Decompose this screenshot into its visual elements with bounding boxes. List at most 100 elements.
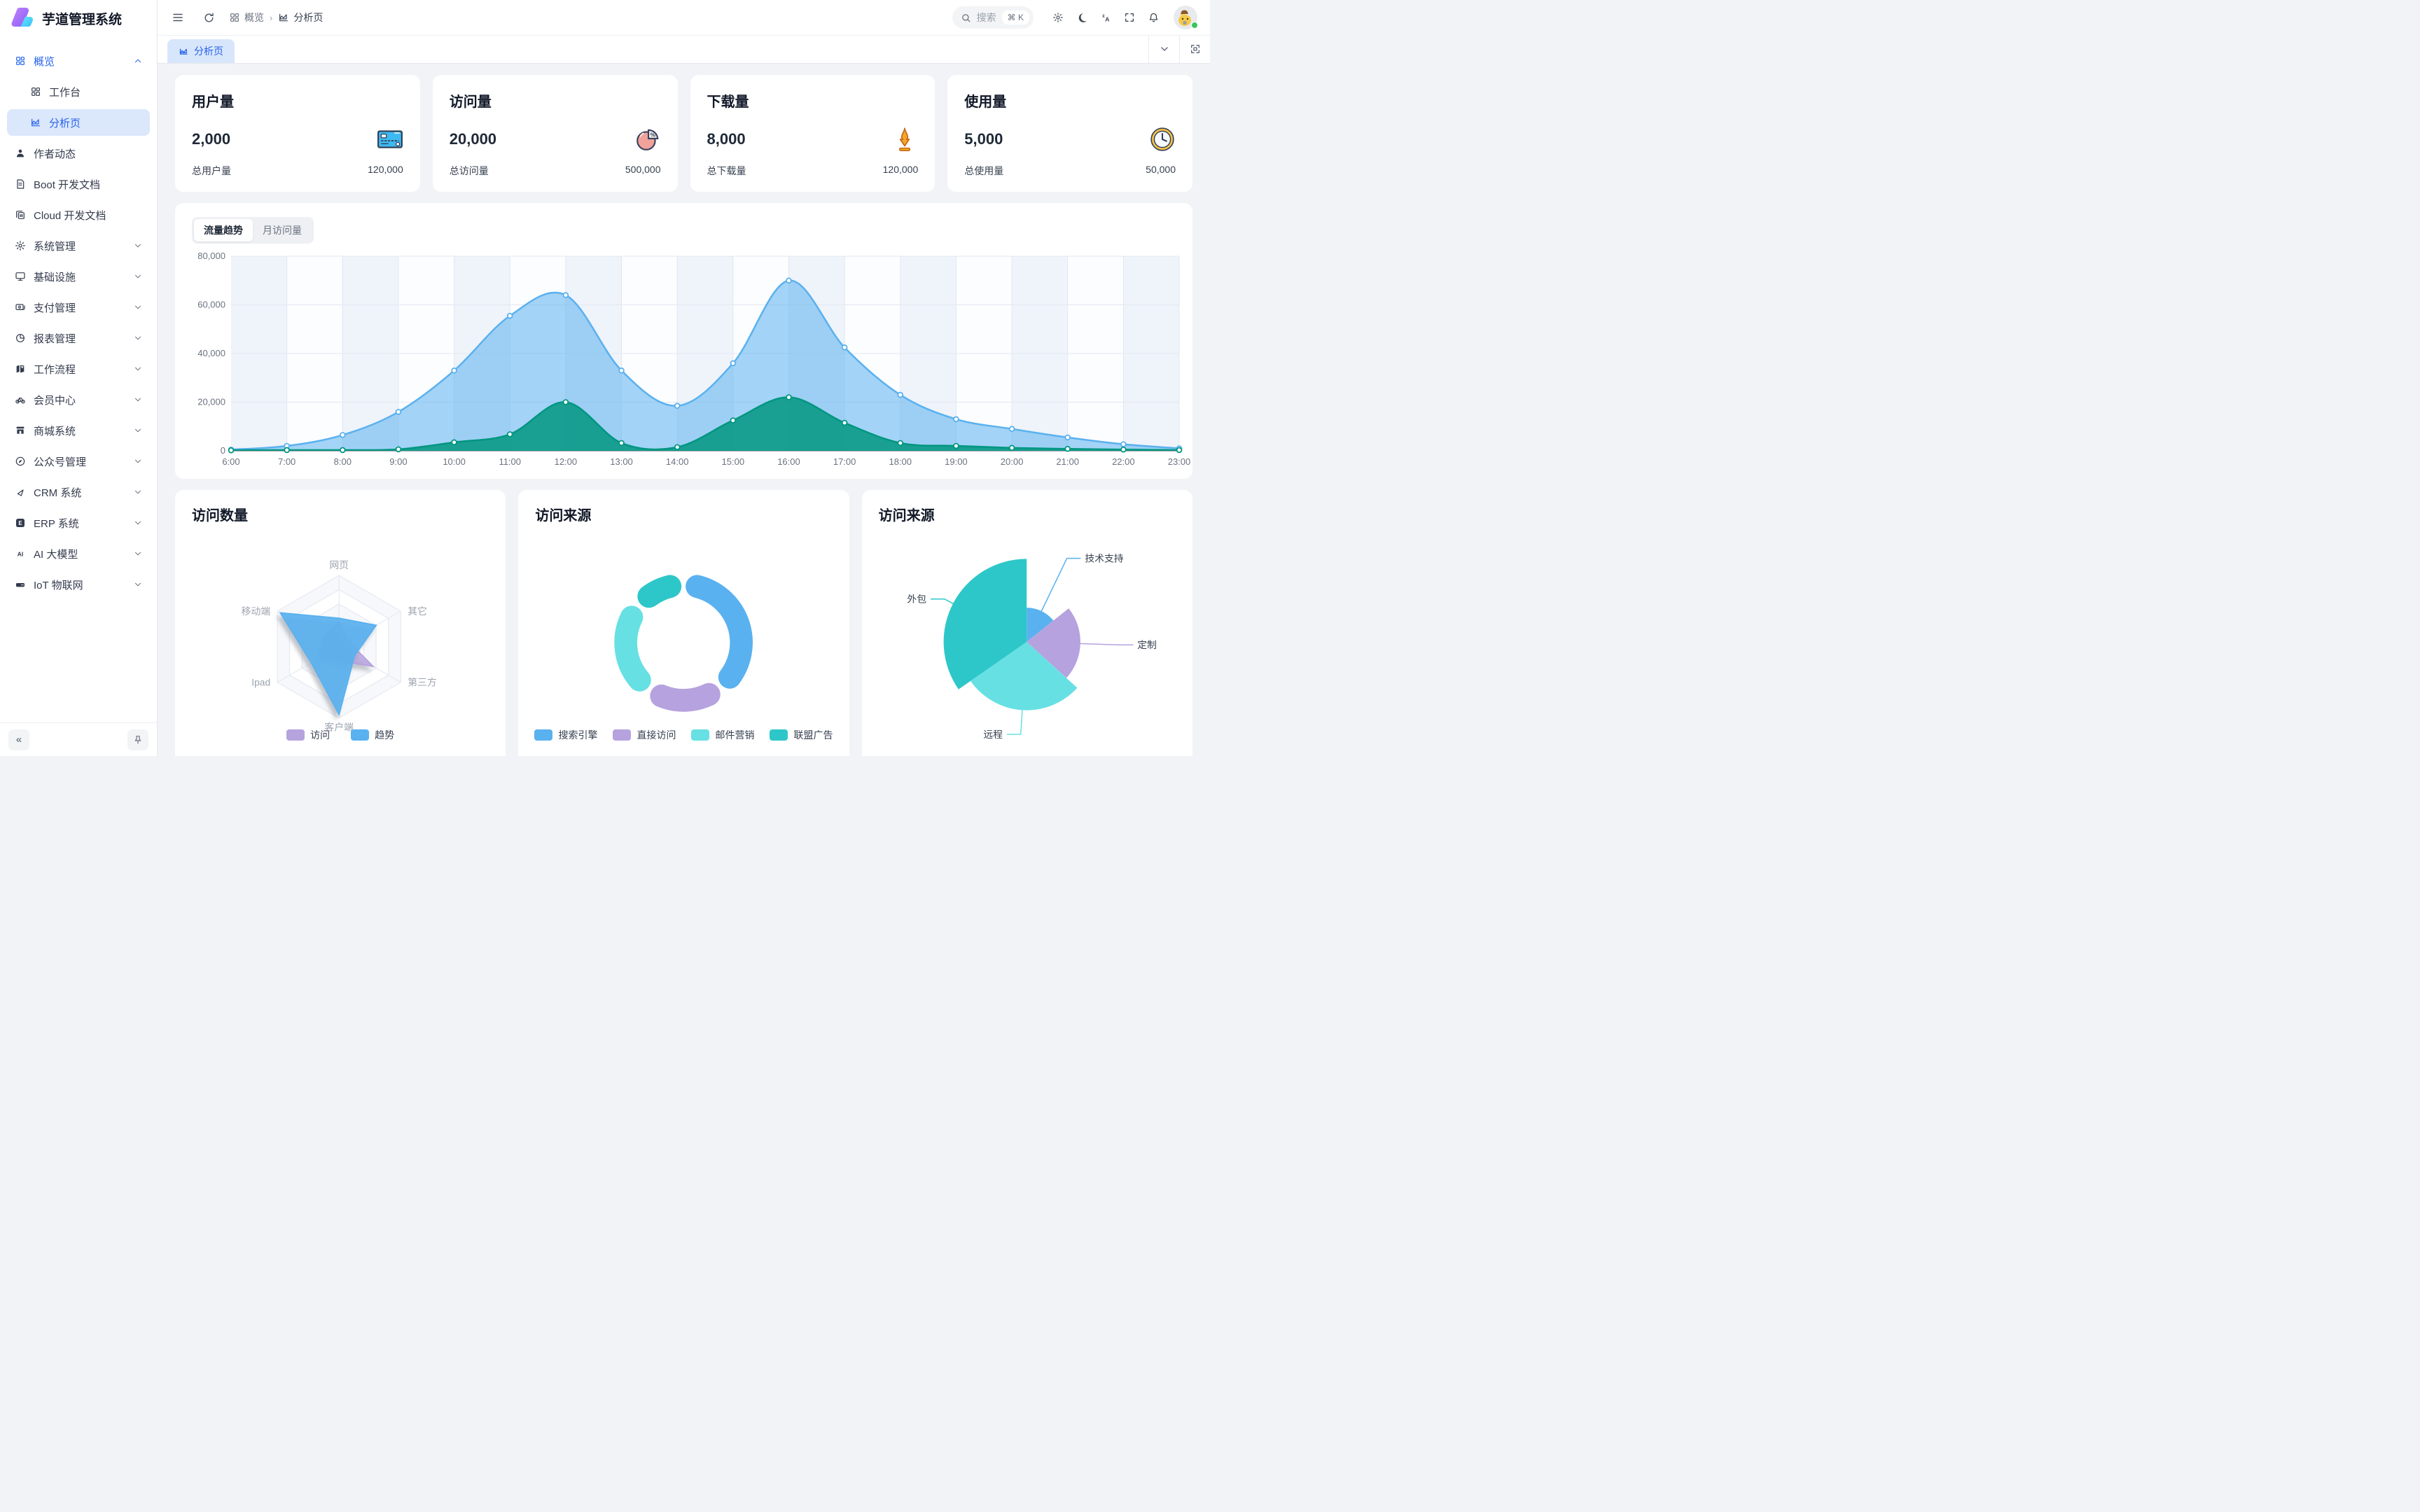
svg-text:0: 0 [221, 445, 225, 456]
chevron-down-icon [133, 426, 143, 435]
rose-label: 技术支持 [1085, 553, 1123, 564]
search-shortcut: ⌘ K [1001, 10, 1029, 24]
donut-legend-item-1[interactable]: 直接访问 [613, 728, 676, 742]
refresh-button[interactable] [198, 7, 219, 28]
sidebar-item-15[interactable]: E ERP 系统 [7, 510, 150, 536]
refresh-icon [203, 12, 215, 24]
svg-text:%: % [650, 131, 655, 138]
stat-value: 5,000 [964, 130, 1003, 148]
legend-swatch [351, 729, 370, 741]
app-title: 芋道管理系统 [42, 12, 123, 27]
donut-legend-item-0[interactable]: 搜索引擎 [534, 728, 597, 742]
sidebar-item-8[interactable]: 支付管理 [7, 294, 150, 321]
visits-radar-card: 访问数量 网页 其它 第三方 客户端 Ipad 移动端 访问 趋势 [175, 490, 506, 756]
breadcrumb: 概览 › 分析页 [229, 10, 323, 24]
sidebar-item-11[interactable]: 会员中心 [7, 386, 150, 413]
svg-text:x̄: x̄ [1102, 13, 1105, 19]
trend-tab-0[interactable]: 流量趋势 [194, 219, 253, 241]
breadcrumb-separator: › [270, 12, 273, 23]
translate-button[interactable]: x̄ A [1095, 7, 1116, 28]
legend-swatch [770, 729, 788, 741]
app-logo-icon [11, 6, 35, 30]
sidebar-item-16[interactable]: AI AI 大模型 [7, 540, 150, 567]
sidebar-item-14[interactable]: CRM 系统 [7, 479, 150, 505]
radar-legend-item-1[interactable]: 趋势 [351, 728, 394, 742]
sidebar-item-10[interactable]: 工作流程 [7, 356, 150, 382]
trend-tab-1[interactable]: 月访问量 [263, 225, 302, 236]
stat-footer-value: 500,000 [625, 164, 661, 175]
sidebar-item-3[interactable]: 作者动态 [7, 140, 150, 167]
stat-footer-label: 总下载量 [707, 165, 746, 176]
moon-icon [1076, 12, 1088, 24]
wallet-icon [14, 301, 27, 314]
stat-value: 20,000 [449, 130, 497, 148]
svg-text:16:00: 16:00 [777, 456, 800, 467]
chevron-down-icon [133, 241, 143, 251]
bell-button[interactable] [1143, 7, 1164, 28]
logo-row[interactable]: 芋道管理系统 [0, 0, 157, 36]
search-placeholder: 搜索 [976, 12, 996, 23]
svg-text:18:00: 18:00 [889, 456, 912, 467]
user-icon [14, 147, 27, 160]
radar-legend: 访问 趋势 [175, 728, 506, 742]
moon-button[interactable] [1071, 7, 1092, 28]
chevron-down-icon [133, 302, 143, 312]
svg-text:23:00: 23:00 [1168, 456, 1191, 467]
sidebar-item-17[interactable]: IoT 物联网 [7, 571, 150, 598]
legend-swatch [691, 729, 710, 741]
donut-legend-item-2[interactable]: 邮件营销 [691, 728, 754, 742]
sidebar-pin-button[interactable] [127, 729, 148, 750]
rose-label: 外包 [907, 594, 926, 605]
svg-text:21:00: 21:00 [1056, 456, 1079, 467]
breadcrumb-item-0[interactable]: 概览 [229, 10, 264, 24]
chevron-down-icon [133, 456, 143, 466]
sidebar-item-2[interactable]: 分析页 [7, 109, 150, 136]
svg-text:7:00: 7:00 [278, 456, 295, 467]
sidebar-item-7[interactable]: 基础设施 [7, 263, 150, 290]
gear-icon [1052, 12, 1064, 23]
stat-card-2: 下载量 8,000 总下载量 120,000 [690, 75, 936, 192]
fullscreen-button[interactable] [1119, 7, 1140, 28]
svg-text:AI: AI [18, 550, 24, 557]
svg-text:10:00: 10:00 [443, 456, 466, 467]
stat-footer-value: 50,000 [1146, 164, 1176, 175]
content-fullscreen-button[interactable] [1179, 35, 1210, 63]
sidebar-item-13[interactable]: 公众号管理 [7, 448, 150, 475]
sidebar-item-9[interactable]: 报表管理 [7, 325, 150, 351]
radar-legend-item-0[interactable]: 访问 [286, 728, 330, 742]
breadcrumb-item-1[interactable]: 分析页 [278, 10, 323, 24]
content-fullscreen-icon [1190, 43, 1201, 55]
source-donut-chart[interactable] [518, 535, 849, 745]
user-avatar[interactable] [1174, 6, 1198, 29]
sidebar-item-6[interactable]: 系统管理 [7, 232, 150, 259]
monitor-icon [14, 270, 27, 283]
stat-title: 访问量 [449, 94, 492, 110]
gear-button[interactable] [1048, 7, 1069, 28]
search-input[interactable]: 搜索 ⌘ K [952, 6, 1034, 29]
svg-text:17:00: 17:00 [833, 456, 856, 467]
traffic-trend-chart[interactable]: 0 20,000 40,000 60,000 80,000 6:00 7:00 8:00 9:0… [192, 251, 1190, 469]
stat-title: 使用量 [964, 94, 1007, 110]
chart-icon [29, 116, 42, 129]
tab-list-dropdown-button[interactable] [1148, 35, 1179, 63]
donut-legend-item-3[interactable]: 联盟广告 [770, 728, 833, 742]
rose-label: 远程 [983, 729, 1003, 740]
copy-icon [14, 209, 27, 221]
svg-text:14:00: 14:00 [666, 456, 689, 467]
sidebar-item-12[interactable]: 商城系统 [7, 417, 150, 444]
svg-text:6:00: 6:00 [222, 456, 239, 467]
sidebar-collapse-button[interactable]: « [8, 729, 29, 750]
clock-icon [1149, 126, 1176, 153]
tab-analysis[interactable]: 分析页 [167, 39, 235, 63]
sidebar-item-4[interactable]: Boot 开发文档 [7, 171, 150, 197]
sidebar-item-5[interactable]: Cloud 开发文档 [7, 202, 150, 228]
bottom-cards-row: 访问数量 网页 其它 第三方 客户端 Ipad 移动端 访问 趋势 访问来源 搜索引擎 直接访… [175, 490, 1192, 756]
topbar-actions: 搜索 ⌘ K x̄ A [952, 6, 1198, 29]
sidebar-item-1[interactable]: 工作台 [7, 78, 150, 105]
shop-icon [14, 424, 27, 437]
sidebar-item-0[interactable]: 概览 [7, 48, 150, 74]
chevron-down-icon [133, 487, 143, 497]
menu-toggle-button[interactable] [167, 7, 188, 28]
